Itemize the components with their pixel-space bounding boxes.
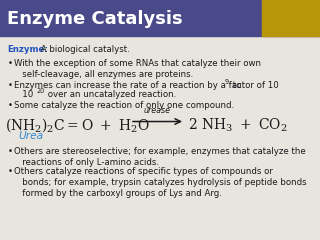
Text: to: to (230, 80, 241, 90)
Text: over an uncatalyzed reaction.: over an uncatalyzed reaction. (45, 90, 176, 98)
Text: •: • (8, 59, 13, 67)
Bar (262, 0, 320, 36)
Text: Enzyme Catalysis: Enzyme Catalysis (7, 10, 183, 28)
Text: 10: 10 (14, 90, 33, 98)
Text: Enzymes can increase the rate of a reaction by a factor of 10: Enzymes can increase the rate of a react… (14, 80, 279, 90)
Text: Others are stereoselective; for example, enzymes that catalyze the
   reactions : Others are stereoselective; for example,… (14, 146, 306, 167)
Text: •: • (8, 146, 13, 156)
Bar (0, 0, 320, 36)
Text: 20: 20 (36, 88, 44, 94)
Text: $\mathregular{2\ NH_3\ +\ CO_2}$: $\mathregular{2\ NH_3\ +\ CO_2}$ (188, 117, 288, 134)
Text: Enzyme:: Enzyme: (7, 44, 48, 54)
Text: •: • (8, 80, 13, 90)
Text: A biological catalyst.: A biological catalyst. (38, 44, 130, 54)
Text: Urea: Urea (18, 131, 43, 140)
Text: 9: 9 (225, 78, 229, 84)
Text: •: • (8, 167, 13, 175)
Text: With the exception of some RNAs that catalyze their own
   self-cleavage, all en: With the exception of some RNAs that cat… (14, 59, 261, 79)
Text: $\mathregular{(NH_2)_2C{=}O\ +\ H_2O}$: $\mathregular{(NH_2)_2C{=}O\ +\ H_2O}$ (5, 117, 150, 134)
Text: Some catalyze the reaction of only one compound.: Some catalyze the reaction of only one c… (14, 101, 234, 109)
Text: Others catalyze reactions of specific types of compounds or
   bonds; for exampl: Others catalyze reactions of specific ty… (14, 167, 307, 198)
Text: urease: urease (144, 106, 171, 114)
Text: •: • (8, 101, 13, 109)
